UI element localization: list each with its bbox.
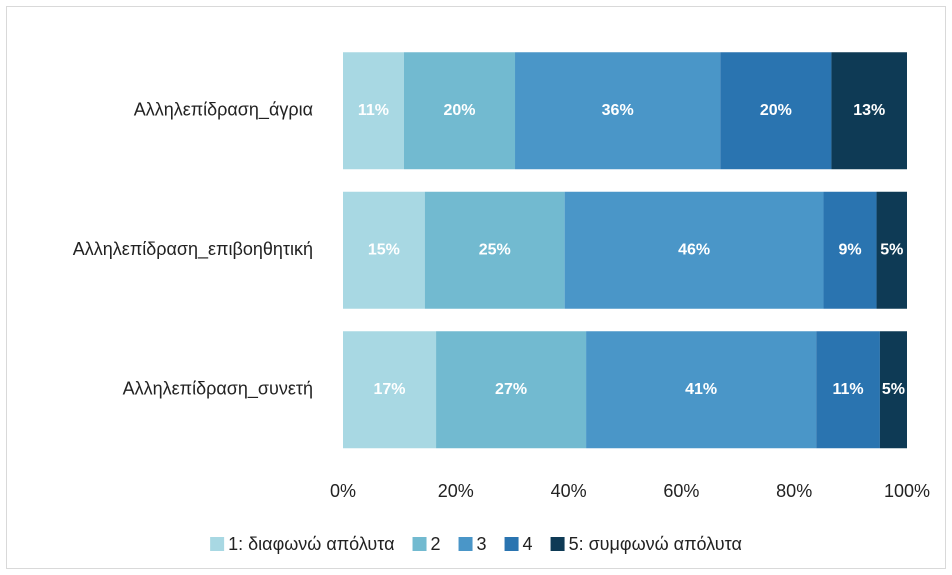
bar-segment [831, 52, 907, 170]
x-tick-label: 0% [330, 481, 356, 501]
value-label: 20% [443, 102, 475, 119]
bar-segment [343, 331, 437, 449]
value-label: 46% [678, 241, 710, 258]
bar-segment [424, 191, 565, 309]
bar-segment [436, 331, 587, 449]
x-tick-label: 80% [776, 481, 812, 501]
legend-label: 5: συμφωνώ απόλυτα [569, 534, 742, 554]
value-label: 25% [479, 241, 511, 258]
value-label: 11% [832, 381, 863, 398]
legend-marker [550, 537, 565, 551]
legend-label: 4 [523, 534, 533, 554]
bar-segment [823, 191, 877, 309]
value-label: 41% [685, 381, 717, 398]
value-label: 20% [760, 102, 792, 119]
value-label: 5% [880, 241, 903, 258]
bar-segment [816, 331, 880, 449]
value-label: 13% [853, 102, 885, 119]
legend-label: 1: διαφωνώ απόλυτα [228, 534, 394, 554]
value-label: 5% [882, 381, 905, 398]
x-tick-label: 100% [884, 481, 930, 501]
x-tick-label: 60% [663, 481, 699, 501]
bar-segment [403, 52, 516, 170]
legend-marker [412, 537, 427, 551]
value-label: 27% [495, 381, 527, 398]
legend-marker [210, 537, 225, 551]
bar-segment [586, 331, 817, 449]
legend-marker [504, 537, 519, 551]
y-tick-label: Αλληλεπίδραση_επιβοηθητική [73, 239, 313, 260]
legend-marker [458, 537, 473, 551]
y-tick-label: Αλληλεπίδραση_συνετή [123, 379, 313, 400]
value-label: 36% [602, 102, 634, 119]
bar-segment [564, 191, 824, 309]
bar-segment [720, 52, 832, 170]
bar-segment [515, 52, 721, 170]
bar-segment [879, 331, 907, 449]
bar-segment [876, 191, 907, 309]
value-label: 11% [358, 102, 389, 119]
y-tick-label: Αλληλεπίδραση_άγρια [134, 100, 313, 121]
x-tick-label: 40% [551, 481, 587, 501]
bar-segment [343, 191, 425, 309]
bar-segment [343, 52, 404, 170]
value-label: 15% [368, 241, 400, 258]
value-label: 9% [838, 241, 861, 258]
x-tick-label: 20% [438, 481, 474, 501]
value-label: 17% [374, 381, 406, 398]
legend-label: 2 [431, 534, 441, 554]
legend-label: 3 [477, 534, 487, 554]
